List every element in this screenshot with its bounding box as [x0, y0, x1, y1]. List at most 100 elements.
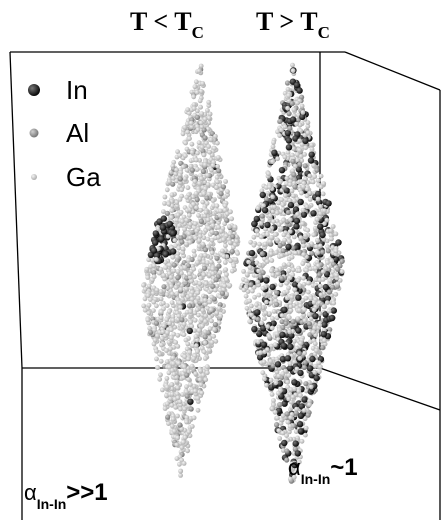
atom — [163, 195, 168, 200]
atom — [167, 321, 172, 326]
atom — [256, 269, 261, 274]
atom — [270, 316, 275, 321]
atom — [178, 197, 183, 202]
atom — [160, 224, 166, 230]
atom — [270, 392, 275, 397]
atom — [269, 284, 275, 290]
atom — [252, 235, 257, 240]
atom — [178, 473, 183, 478]
atom — [285, 80, 290, 85]
atom — [198, 98, 203, 103]
atom — [291, 68, 296, 73]
atom — [194, 79, 199, 84]
atom — [275, 332, 280, 337]
atom — [266, 171, 271, 176]
atom — [185, 448, 190, 453]
atom — [188, 309, 193, 314]
atom — [281, 343, 287, 349]
legend-label: Ga — [66, 162, 101, 192]
alpha-symbol: α — [24, 480, 37, 505]
atom — [340, 269, 345, 274]
atom — [198, 208, 203, 213]
atom — [190, 168, 195, 173]
atom — [203, 340, 208, 345]
atom — [315, 250, 320, 255]
atom — [298, 428, 304, 434]
atom — [223, 179, 228, 184]
atom — [224, 272, 229, 277]
atom — [186, 357, 191, 362]
alpha-rest: ~1 — [330, 454, 357, 481]
atom — [287, 329, 292, 334]
atom — [211, 271, 216, 276]
atom — [234, 239, 239, 244]
atom — [329, 259, 334, 264]
atom — [293, 440, 299, 446]
atom — [249, 250, 255, 256]
atom — [170, 230, 176, 236]
atom — [311, 180, 316, 185]
atom — [224, 277, 229, 282]
atom — [300, 439, 305, 444]
clusters — [141, 63, 345, 484]
atom — [205, 370, 210, 375]
atom — [318, 204, 323, 209]
atom — [185, 107, 190, 112]
atom — [291, 267, 296, 272]
atom — [276, 428, 281, 433]
atom — [309, 384, 314, 389]
atom — [291, 395, 296, 400]
atom — [317, 323, 322, 328]
atom — [292, 107, 297, 112]
atom — [330, 285, 335, 290]
atom — [198, 377, 203, 382]
atom — [312, 370, 317, 375]
atom — [302, 351, 307, 356]
legend-marker — [28, 84, 40, 96]
atom — [187, 213, 192, 218]
atom — [279, 197, 284, 202]
atom — [316, 178, 321, 183]
atom — [179, 187, 184, 192]
atom — [171, 361, 176, 366]
atom — [176, 269, 181, 274]
atom — [286, 210, 291, 215]
atom — [262, 377, 267, 382]
atom — [187, 328, 193, 334]
atom — [175, 435, 180, 440]
figure: T < TC T > TC In Al Ga αIn-In>>1 αIn-In~… — [0, 0, 447, 524]
atom — [192, 274, 197, 279]
atom — [302, 408, 307, 413]
atom — [286, 397, 291, 402]
atom — [272, 205, 277, 210]
atom — [306, 290, 311, 295]
atom — [283, 321, 288, 326]
atom — [183, 153, 188, 158]
atom — [200, 200, 205, 205]
atom — [312, 313, 318, 319]
atom — [307, 402, 312, 407]
atom — [271, 140, 276, 145]
atom — [313, 266, 318, 271]
atom — [185, 394, 190, 399]
atom — [194, 343, 199, 348]
atom — [268, 213, 273, 218]
atom — [302, 138, 308, 144]
atom — [252, 295, 257, 300]
atom — [161, 301, 166, 306]
atom — [194, 229, 199, 234]
atom — [167, 309, 172, 314]
atom — [264, 300, 269, 305]
atom — [195, 151, 200, 156]
atom — [299, 154, 304, 159]
atom — [170, 248, 176, 254]
atom — [157, 377, 162, 382]
atom — [189, 121, 194, 126]
atom — [192, 415, 197, 420]
atom — [300, 104, 305, 109]
atom — [279, 332, 285, 338]
atom — [283, 193, 288, 198]
atom — [293, 251, 298, 256]
atom — [170, 255, 175, 260]
atom — [206, 144, 211, 149]
